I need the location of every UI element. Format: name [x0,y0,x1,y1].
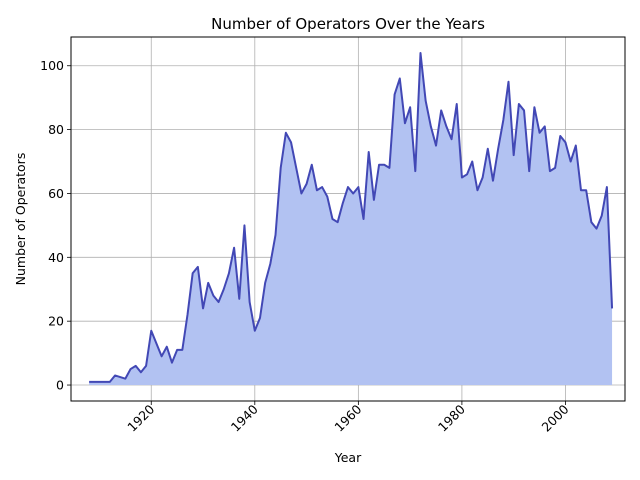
plot-frame [70,36,626,402]
x-tick-label: 2000 [538,401,571,434]
y-axis-label: Number of Operators [13,153,28,286]
series-line [89,51,614,383]
y-tick-label: 80 [48,122,64,137]
x-axis-ticks: 1920 1940 1960 1980 2000 [124,401,572,435]
y-tick-label: 40 [48,250,64,265]
x-axis-label: Year [334,450,362,465]
x-tick-label: 1920 [124,401,157,434]
y-tick-label: 0 [56,378,64,393]
y-tick-label: 20 [48,314,64,329]
y-tick-label: 100 [40,58,64,73]
x-tick-label: 1980 [435,401,468,434]
y-axis-ticks: 0 20 40 60 80 100 [40,58,71,393]
x-tick-label: 1940 [228,401,261,434]
area-fill [89,52,613,386]
chart-title: Number of Operators Over the Years [211,15,485,33]
x-tick-label: 1960 [331,401,364,434]
y-tick-label: 60 [48,186,64,201]
